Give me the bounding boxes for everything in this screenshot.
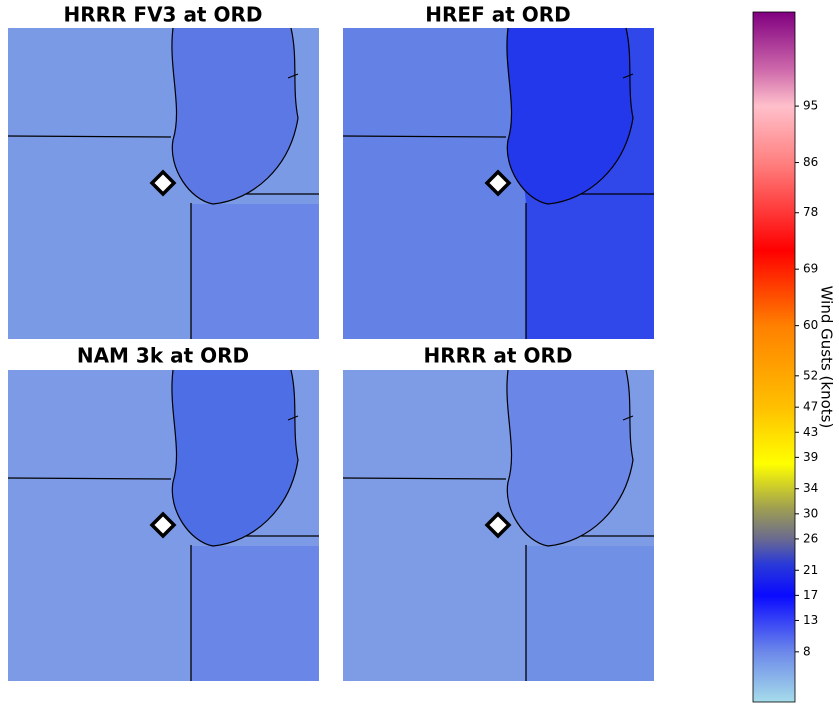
colorbar-label: Wind Gusts (knots)	[818, 286, 836, 429]
panel-title: NAM 3k at ORD	[77, 344, 249, 368]
panel-title: HRRR at ORD	[424, 344, 573, 368]
colorbar-tick-label: 95	[803, 99, 818, 113]
colorbar-tick-label: 21	[803, 563, 818, 577]
map-panel	[341, 26, 656, 341]
colorbar-tick-label: 30	[803, 506, 818, 520]
colorbar-tick-label: 43	[803, 425, 818, 439]
colorbar-tick-label: 47	[803, 400, 818, 414]
map-panel	[6, 368, 321, 683]
colorbar-tick-label: 17	[803, 588, 818, 602]
colorbar-tick-label: 69	[803, 262, 818, 276]
colorbar-tick-label: 86	[803, 155, 818, 169]
colorbar-tick-label: 26	[803, 531, 818, 545]
map-panel	[341, 368, 656, 683]
colorbar-tick-label: 52	[803, 368, 818, 382]
panel-title: HREF at ORD	[425, 3, 570, 27]
colorbar-tick-label: 39	[803, 450, 818, 464]
colorbar-tick-label: 8	[803, 644, 811, 658]
colorbar-tick-label: 60	[803, 318, 818, 332]
colorbar	[752, 11, 796, 703]
colorbar-tick-label: 13	[803, 613, 818, 627]
colorbar-tick-label: 34	[803, 481, 818, 495]
colorbar-tick-label: 78	[803, 205, 818, 219]
map-panel	[6, 26, 321, 341]
panel-title: HRRR FV3 at ORD	[64, 3, 263, 27]
